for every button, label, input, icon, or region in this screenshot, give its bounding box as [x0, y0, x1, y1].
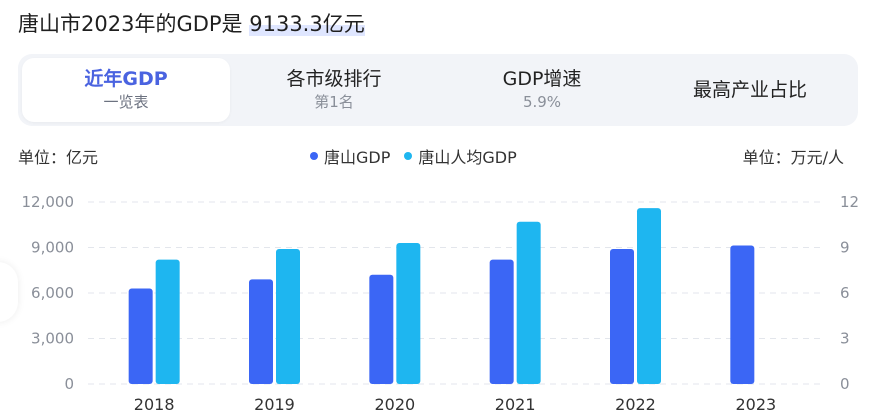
- legend-label: 唐山人均GDP: [418, 148, 517, 167]
- legend-dot-per-capita: [404, 152, 413, 160]
- chart-header: 单位：亿元 唐山GDP 唐山人均GDP 单位：万元/人: [18, 144, 858, 168]
- left-tick-label: 3,000: [31, 330, 74, 348]
- right-tick-label: 12: [840, 193, 859, 211]
- bar-gdp: [489, 259, 514, 384]
- bar-per-capita: [276, 249, 300, 384]
- tab-subtitle: 一览表: [103, 93, 149, 111]
- left-tick-label: 9,000: [31, 239, 74, 257]
- tab-title: 近年GDP: [84, 68, 168, 90]
- x-tick-label: 2020: [374, 395, 415, 414]
- right-tick-label: 9: [840, 239, 850, 257]
- left-tick-label: 12,000: [22, 193, 75, 211]
- tab-recent-gdp[interactable]: 近年GDP 一览表: [22, 58, 230, 122]
- bar-gdp: [369, 274, 394, 384]
- bar-per-capita: [637, 208, 661, 384]
- left-unit-label: 单位：亿元: [18, 148, 99, 167]
- tab-title: GDP增速: [502, 68, 582, 90]
- x-tick-label: 2022: [615, 395, 656, 414]
- x-tick-label: 2021: [495, 395, 536, 414]
- tab-bar: 近年GDP 一览表 各市级排行 第1名 GDP增速 5.9% 最高产业占比: [18, 54, 858, 126]
- bar-chart: 0 0 3,000 3 6,000 6 9,000 9 12,000 12 2018 2019 2020…: [22, 193, 860, 414]
- tab-gdp-growth[interactable]: GDP增速 5.9%: [438, 58, 646, 122]
- right-tick-label: 0: [840, 375, 850, 393]
- legend-item-per-capita[interactable]: 唐山人均GDP: [404, 144, 517, 168]
- x-tick-label: 2018: [134, 395, 175, 414]
- legend: 唐山GDP 唐山人均GDP: [310, 144, 517, 168]
- right-tick-label: 6: [840, 284, 850, 302]
- x-tick-label: 2023: [735, 395, 776, 414]
- headline-value: 9133.3亿元: [249, 12, 365, 36]
- left-tick-label: 0: [64, 375, 74, 393]
- tab-subtitle: 第1名: [314, 93, 354, 111]
- bar-per-capita: [155, 259, 180, 384]
- tab-title: 各市级排行: [286, 68, 382, 90]
- bar-per-capita: [396, 242, 421, 384]
- bar-gdp: [610, 249, 634, 384]
- tab-top-industry[interactable]: 最高产业占比: [646, 58, 854, 122]
- x-tick-label: 2019: [254, 395, 295, 414]
- right-tick-label: 3: [840, 330, 850, 348]
- right-unit-label: 单位：万元/人: [742, 148, 844, 167]
- tab-city-ranking[interactable]: 各市级排行 第1名: [230, 58, 438, 122]
- bar-gdp: [730, 245, 755, 384]
- page-title: 唐山市2023年的GDP是 9133.3亿元: [18, 8, 365, 38]
- bar-gdp: [249, 279, 273, 384]
- legend-item-gdp[interactable]: 唐山GDP: [310, 144, 390, 168]
- legend-label: 唐山GDP: [324, 148, 391, 167]
- headline-prefix: 唐山市2023年的GDP是: [18, 12, 250, 36]
- legend-dot-gdp: [310, 152, 318, 160]
- bar-gdp: [128, 288, 153, 384]
- tab-subtitle: 5.9%: [522, 93, 562, 111]
- side-scroll-tab[interactable]: [0, 262, 18, 322]
- left-tick-label: 6,000: [31, 284, 74, 302]
- bar-per-capita: [516, 221, 541, 384]
- tab-title: 最高产业占比: [692, 79, 807, 101]
